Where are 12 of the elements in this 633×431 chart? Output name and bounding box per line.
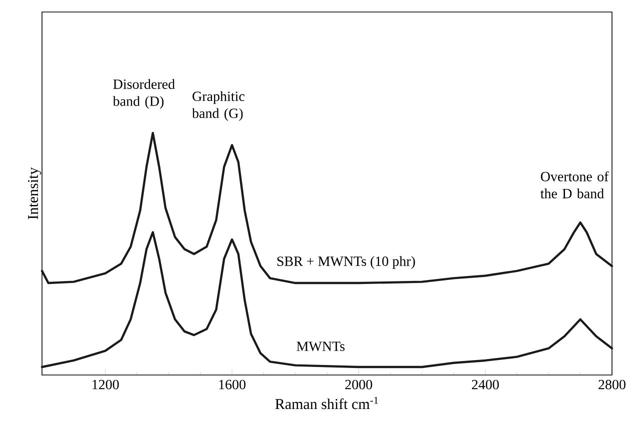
- annotation: Overtone of the D band: [540, 171, 609, 198]
- series-label: MWNTs: [296, 342, 345, 352]
- series-label: SBR + MWNTs (10 phr): [277, 256, 415, 269]
- annotation: Graphitic band (G): [192, 91, 244, 121]
- x-tick-label: 2800: [598, 380, 626, 390]
- annotation: Disordered band (D): [112, 79, 175, 109]
- x-tick-label: 2400: [472, 380, 499, 390]
- x-axis-title: Raman shift cm$^{-1}$: [275, 396, 378, 410]
- x-tick-label: 2000: [345, 380, 372, 390]
- x-tick-label: 1200: [92, 380, 119, 390]
- x-tick-label: 1600: [219, 380, 246, 390]
- y-axis-title: Intensity: [28, 167, 42, 220]
